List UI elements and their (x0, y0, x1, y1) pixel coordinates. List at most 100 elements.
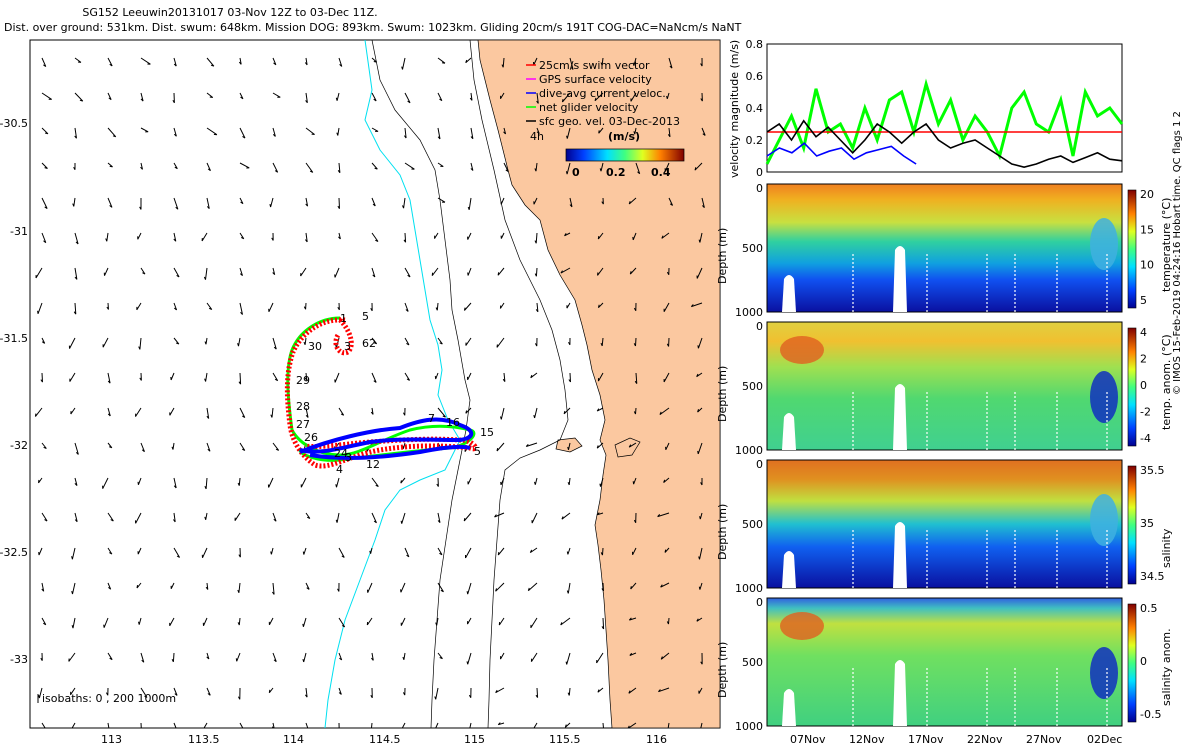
colorbar-label: temp. anom. (°C) (1160, 334, 1173, 430)
geo-velocity-arrow (696, 617, 703, 622)
geo-velocity-arrow (566, 582, 571, 594)
geo-velocity-arrow (173, 302, 178, 311)
isobath-label: isobaths: 0 , 200 1000m (42, 692, 176, 705)
geo-velocity-arrow (599, 162, 604, 172)
missing-data-region (893, 384, 907, 450)
geo-velocity-arrow (567, 442, 571, 451)
geo-velocity-arrow (335, 512, 340, 523)
colorbar-tick: 15 (1140, 223, 1154, 236)
y-tick-label: -32.5 (0, 546, 28, 559)
geo-velocity-arrow (465, 407, 472, 414)
geo-velocity-arrow (272, 92, 281, 98)
geostrophic-velocity-field (34, 57, 706, 728)
geo-velocity-arrow (434, 232, 439, 239)
geo-velocity-arrow (237, 477, 241, 486)
geo-velocity-arrow (628, 442, 637, 448)
geo-velocity-arrow (38, 477, 43, 484)
geo-velocity-arrow (467, 197, 472, 210)
vel-y-tick: 0.2 (746, 134, 764, 147)
geo-velocity-arrow (404, 302, 409, 312)
geo-velocity-arrow (170, 372, 175, 381)
geo-velocity-arrow (239, 407, 246, 419)
geo-velocity-arrow (173, 162, 178, 170)
geo-velocity-arrow (567, 687, 571, 696)
missing-data-region (893, 660, 907, 726)
vel-y-tick: 0.8 (746, 38, 764, 51)
geo-velocity-arrow (560, 267, 571, 274)
geo-velocity-arrow (271, 232, 274, 241)
geo-velocity-arrow (239, 442, 246, 451)
figure-title-line2: Dist. over ground: 531km. Dist. swum: 64… (4, 21, 742, 34)
map-legend: 25cm/s swim vector GPS surface velocity … (526, 59, 685, 179)
geo-velocity-arrow (403, 232, 407, 243)
dive-label: 28 (296, 400, 310, 413)
geo-velocity-arrow (467, 267, 472, 276)
geo-velocity-arrow (69, 372, 76, 382)
geo-velocity-arrow (268, 617, 274, 626)
geo-velocity-arrow (41, 197, 48, 210)
geo-velocity-arrow (630, 92, 637, 102)
geo-velocity-arrow (667, 722, 670, 728)
date-tick: 07Nov (790, 733, 826, 746)
geo-velocity-arrow (239, 127, 246, 139)
geo-velocity-arrow (495, 687, 505, 694)
dive-label: 29 (296, 374, 310, 387)
colorbar-label: salinity anom. (1160, 628, 1173, 706)
geo-velocity-arrow (74, 442, 79, 455)
geo-velocity-arrow (496, 337, 505, 348)
geo-velocity-arrow (41, 127, 49, 135)
geo-velocity-arrow (534, 477, 538, 485)
geo-velocity-arrow (633, 127, 637, 135)
geo-velocity-arrow (400, 477, 406, 484)
figure-title-line1: SG152 Leeuwin20131017 03-Nov 12Z to 03-D… (82, 6, 378, 19)
geo-velocity-arrow (204, 477, 208, 490)
geo-velocity-arrow (371, 267, 376, 278)
dive-label: 3 (344, 340, 351, 353)
geo-velocity-arrow (173, 57, 177, 67)
eddy-patch (1090, 218, 1118, 270)
y-tick-label: -30.5 (0, 117, 28, 130)
geo-velocity-arrow (634, 372, 638, 384)
geo-velocity-arrow (400, 582, 406, 593)
geo-velocity-arrow (599, 477, 604, 487)
geo-velocity-arrow (660, 652, 670, 660)
geo-velocity-arrow (38, 547, 43, 556)
geo-velocity-arrow (434, 372, 439, 380)
copyright-note: © IMOS 15-Feb-2019 04:24:16 Hobart time.… (1172, 111, 1183, 395)
geo-velocity-arrow (367, 582, 373, 593)
geo-velocity-arrow (659, 407, 670, 416)
date-tick: 27Nov (1026, 733, 1062, 746)
geo-velocity-arrow (690, 302, 703, 308)
date-tick: 17Nov (908, 733, 944, 746)
geo-velocity-arrow (206, 197, 210, 210)
geo-velocity-arrow (272, 267, 276, 276)
geo-velocity-arrow (369, 547, 373, 554)
x-tick-label: 113 (101, 733, 122, 746)
geo-velocity-arrow (470, 127, 474, 140)
geo-velocity-arrow (171, 652, 175, 663)
geo-velocity-arrow (567, 477, 571, 486)
geo-velocity-arrow (437, 127, 441, 140)
geo-velocity-arrow (500, 197, 505, 205)
geo-velocity-arrow (698, 232, 703, 243)
geo-velocity-arrow (105, 687, 109, 696)
geo-velocity-arrow (169, 617, 175, 627)
geo-velocity-arrow (72, 197, 76, 207)
geo-velocity-arrow (202, 617, 208, 627)
geo-velocity-arrow (140, 57, 151, 65)
geo-velocity-arrow (70, 687, 76, 696)
x-tick-label: 115.5 (549, 733, 581, 746)
geo-velocity-arrow (628, 687, 637, 694)
geo-velocity-arrow (173, 687, 178, 696)
geo-velocity-arrow (533, 407, 538, 419)
geo-velocity-arrow (173, 197, 179, 210)
geo-velocity-arrow (303, 302, 307, 310)
geo-velocity-arrow (107, 652, 113, 661)
geo-velocity-arrow (41, 442, 47, 449)
dive-label: 5 (474, 445, 481, 458)
geo-velocity-arrow (463, 512, 472, 522)
geo-velocity-arrow (272, 442, 280, 451)
geo-velocity-arrow (41, 162, 48, 169)
geo-velocity-arrow (601, 617, 605, 630)
geo-velocity-arrow (497, 267, 505, 276)
